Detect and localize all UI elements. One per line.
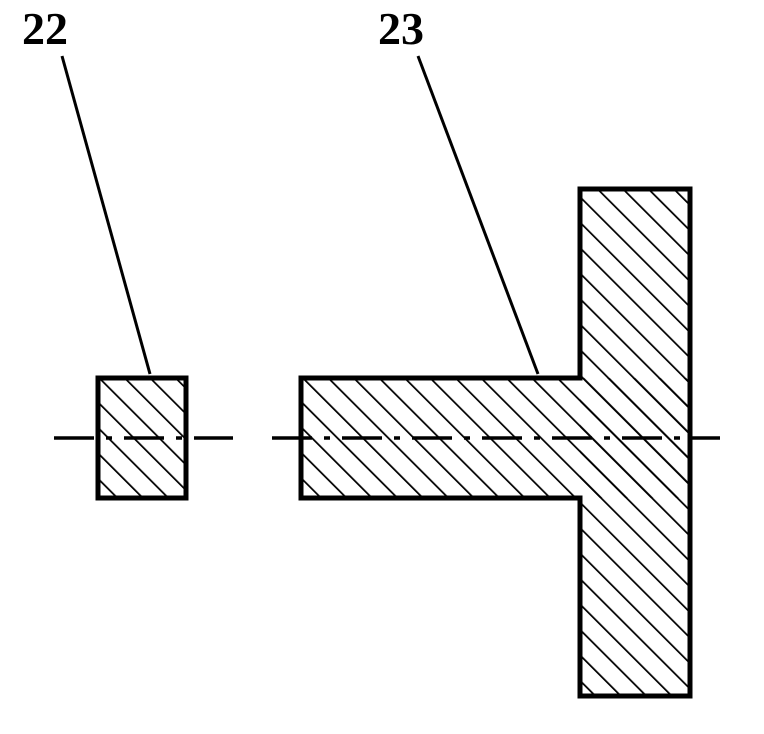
leader-23 (418, 56, 538, 374)
leader-22 (62, 56, 150, 374)
label-23: 23 (378, 2, 424, 55)
label-22: 22 (22, 2, 68, 55)
